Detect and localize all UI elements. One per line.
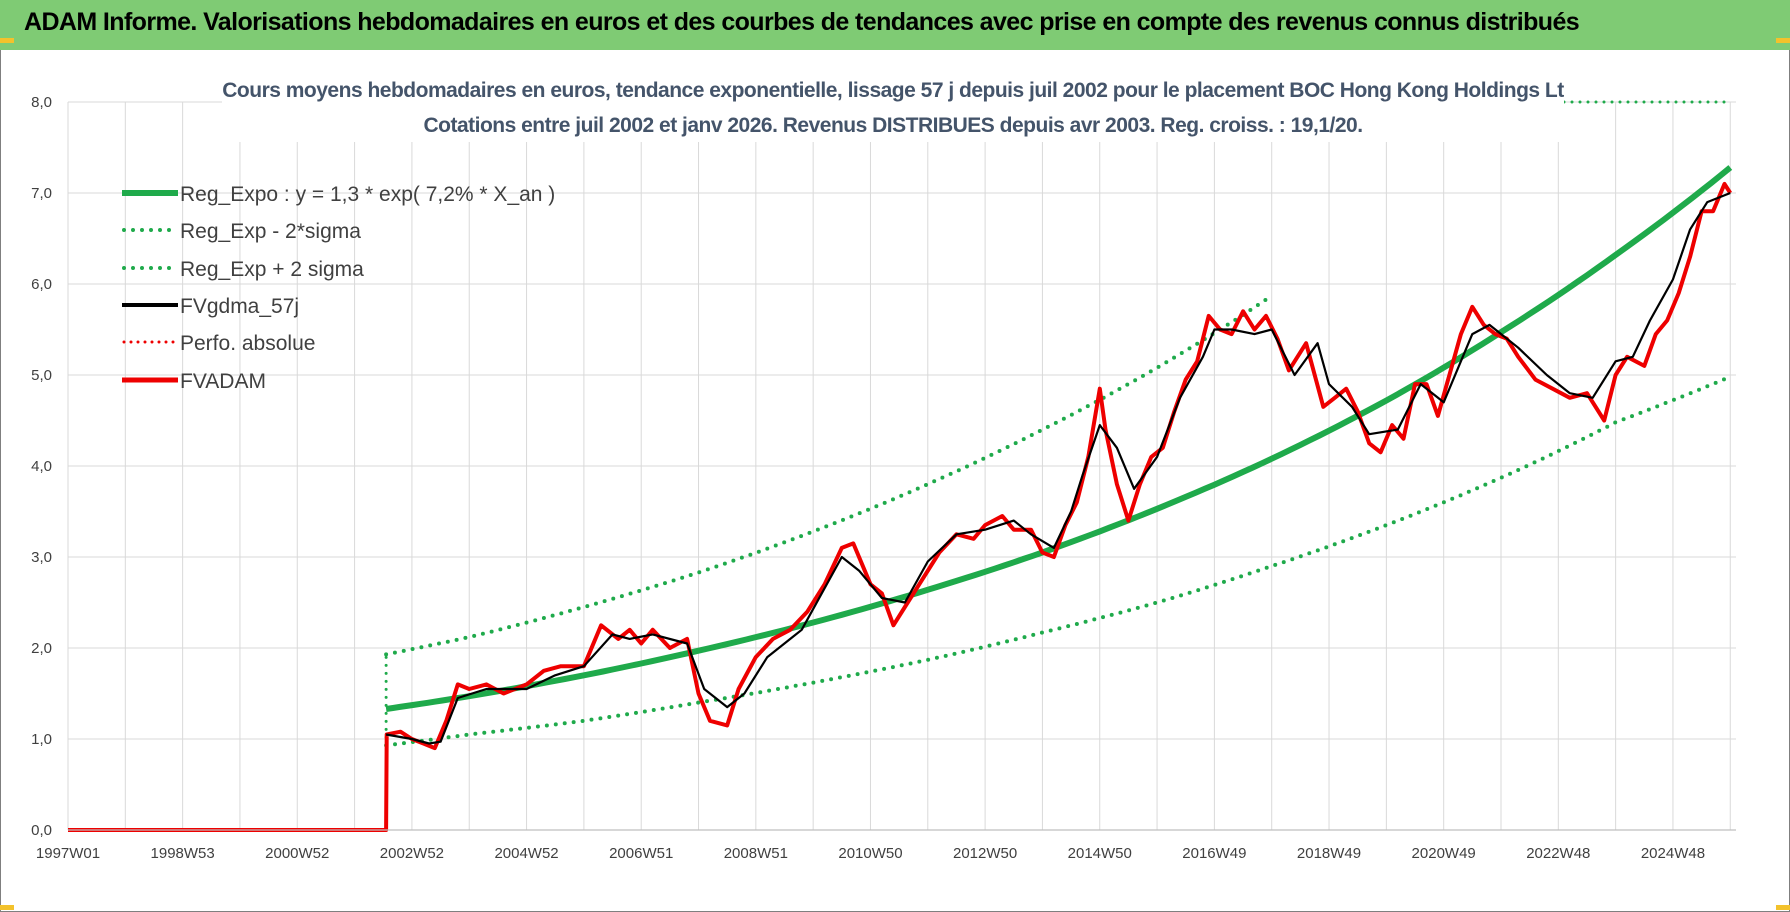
y-axis: 0,0 1,0 2,0 3,0 4,0 5,0 6,0 7,0 8,0: [31, 94, 52, 839]
chart-title-line-1: Cours moyens hebdomadaires en euros, ten…: [222, 79, 1564, 102]
chart-title-line-2: Cotations entre juil 2002 et janv 2026. …: [423, 114, 1362, 137]
x-tick-label: 2000W52: [265, 845, 329, 862]
x-tick-label: 2020W49: [1412, 845, 1476, 862]
x-tick-label: 2010W50: [838, 845, 902, 862]
corner-mark: [0, 905, 14, 910]
series-fvgdma-57j: [385, 191, 1731, 745]
y-tick-label: 7,0: [31, 185, 52, 202]
x-tick-label: 2018W49: [1297, 845, 1361, 862]
x-tick-label: 1998W53: [151, 845, 215, 862]
legend-label: FVgdma_57j: [180, 295, 299, 318]
x-tick-label: 2024W48: [1641, 845, 1705, 862]
x-tick-label: 2008W51: [724, 845, 788, 862]
series-layer: [68, 100, 1733, 832]
x-tick-label: 2012W50: [953, 845, 1017, 862]
legend-item: Reg_Expo : y = 1,3 * exp( 7,2% * X_an ): [122, 183, 555, 206]
series-reg-exp-plus-2sigma: [384, 293, 1274, 657]
x-tick-label: 2022W48: [1526, 845, 1590, 862]
chart-title-background: [222, 72, 1564, 142]
legend-label: Perfo. absolue: [180, 332, 315, 355]
y-tick-label: 2,0: [31, 640, 52, 657]
x-tick-label: 2016W49: [1182, 845, 1246, 862]
corner-mark: [1776, 905, 1790, 910]
x-tick-label: 2002W52: [380, 845, 444, 862]
y-tick-label: 4,0: [31, 458, 52, 475]
legend-item: Reg_Exp - 2*sigma: [122, 220, 361, 243]
page-title: ADAM Informe. Valorisations hebdomadaire…: [24, 8, 1580, 36]
legend-item: Perfo. absolue: [122, 332, 315, 355]
legend: Reg_Expo : y = 1,3 * exp( 7,2% * X_an ) …: [122, 183, 555, 393]
y-tick-label: 8,0: [31, 94, 52, 111]
y-tick-label: 3,0: [31, 549, 52, 566]
legend-label: Reg_Exp - 2*sigma: [180, 220, 361, 243]
corner-mark: [0, 38, 14, 43]
x-axis: 1997W01 1998W53 2000W52 2002W52 2004W52 2006W…: [36, 829, 1736, 862]
x-tick-label: 2006W51: [609, 845, 673, 862]
y-tick-label: 5,0: [31, 367, 52, 384]
corner-mark: [1776, 38, 1790, 43]
x-tick-label: 2004W52: [494, 845, 558, 862]
grid: [67, 101, 1736, 831]
chart-title: Cours moyens hebdomadaires en euros, ten…: [222, 72, 1565, 142]
y-tick-label: 1,0: [31, 731, 52, 748]
legend-label: Reg_Exp + 2 sigma: [180, 258, 364, 281]
y-tick-label: 0,0: [31, 822, 52, 839]
x-tick-label: 2014W50: [1068, 845, 1132, 862]
legend-label: FVADAM: [180, 370, 266, 393]
x-tick-label: 1997W01: [36, 845, 100, 862]
legend-item: Reg_Exp + 2 sigma: [122, 258, 364, 281]
series-reg-exp-minus-2sigma: [384, 374, 1733, 748]
legend-label: Reg_Expo : y = 1,3 * exp( 7,2% * X_an ): [180, 183, 555, 206]
legend-item: FVADAM: [122, 370, 266, 393]
y-tick-label: 6,0: [31, 276, 52, 293]
legend-item: FVgdma_57j: [122, 295, 299, 318]
title-banner: ADAM Informe. Valorisations hebdomadaire…: [0, 0, 1790, 50]
